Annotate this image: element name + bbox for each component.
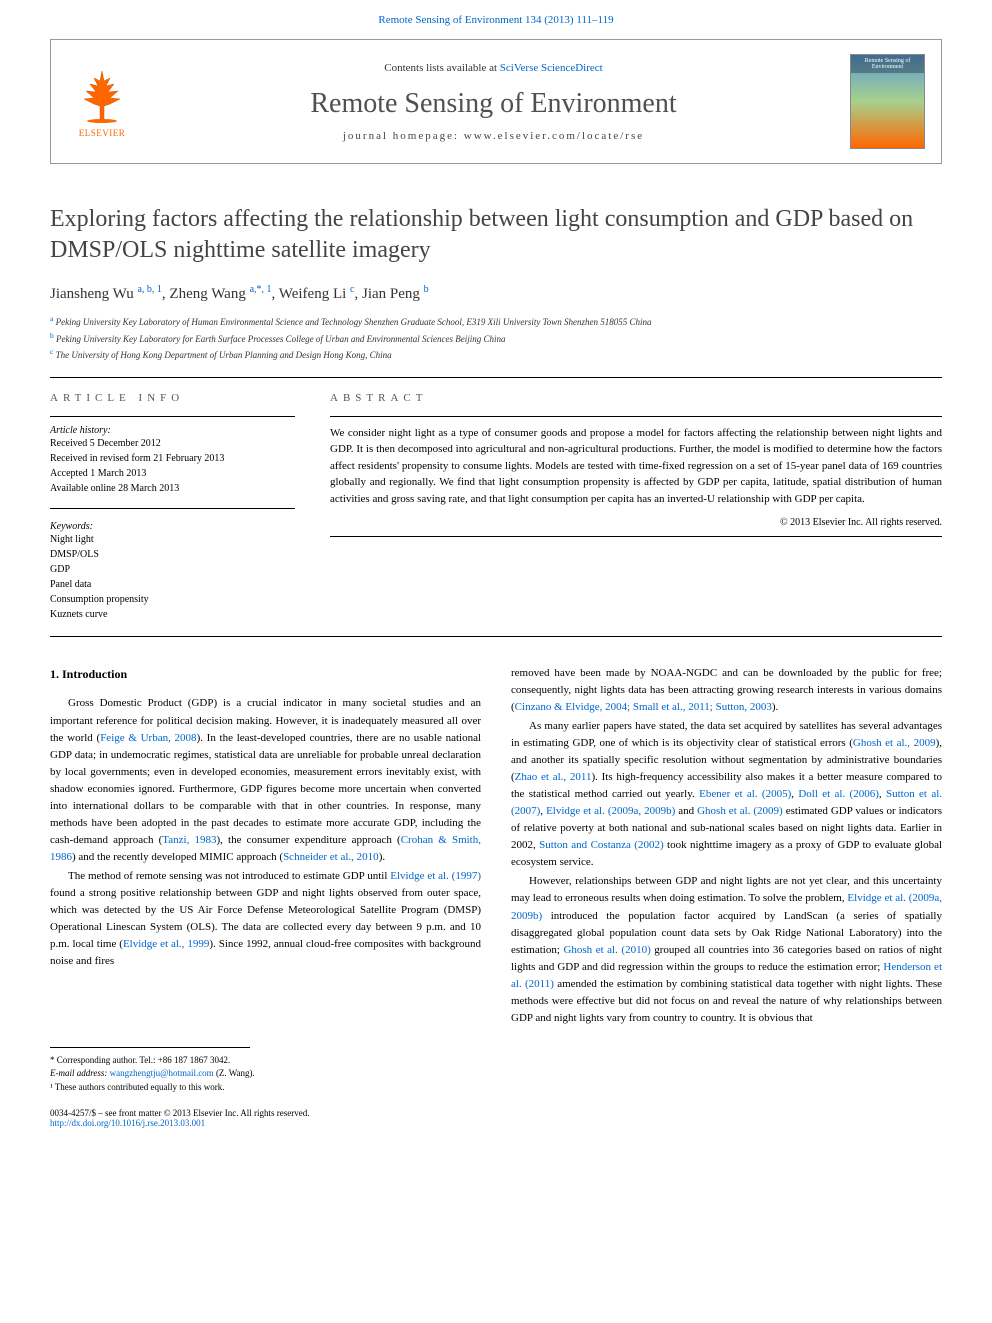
keyword: Panel data — [50, 577, 295, 592]
article-history: Received 5 December 2012 Received in rev… — [50, 436, 295, 496]
sciencedirect-link[interactable]: SciVerse ScienceDirect — [500, 62, 603, 74]
article-title: Exploring factors affecting the relation… — [50, 204, 942, 266]
bottom-section: 0034-4257/$ – see front matter © 2013 El… — [50, 1108, 942, 1128]
abstract-header: ABSTRACT — [330, 392, 942, 404]
affiliation: Peking University Key Laboratory for Ear… — [56, 334, 506, 344]
body-paragraph: removed have been made by NOAA-NGDC and … — [511, 665, 942, 716]
citation-link[interactable]: Feige & Urban, 2008 — [100, 732, 196, 744]
corresponding-author: * Corresponding author. Tel.: +86 187 18… — [50, 1054, 942, 1068]
elsevier-label: ELSEVIER — [79, 128, 126, 138]
journal-homepage: journal homepage: www.elsevier.com/locat… — [137, 130, 850, 142]
citation-link[interactable]: Elvidge et al. (2009a, 2009b) — [546, 805, 675, 817]
info-divider — [50, 508, 295, 509]
body-paragraph: However, relationships between GDP and n… — [511, 873, 942, 1026]
article-info: ARTICLE INFO Article history: Received 5… — [50, 392, 295, 622]
copyright: © 2013 Elsevier Inc. All rights reserved… — [330, 517, 942, 528]
abstract-divider — [330, 536, 942, 537]
citation-link[interactable]: Tanzi, 1983 — [162, 834, 216, 846]
author[interactable]: Zheng Wang — [169, 286, 245, 302]
citation-link[interactable]: Schneider et al., 2010 — [283, 851, 379, 863]
info-divider — [50, 416, 295, 417]
intro-heading: 1. Introduction — [50, 665, 481, 684]
abstract-divider — [330, 416, 942, 417]
email-link[interactable]: wangzhengtju@hotmail.com — [110, 1068, 214, 1078]
history-label: Article history: — [50, 425, 295, 436]
history-item: Accepted 1 March 2013 — [50, 466, 295, 481]
citation-link[interactable]: Zhao et al., 2011 — [515, 771, 592, 783]
keywords-list: Night light DMSP/OLS GDP Panel data Cons… — [50, 532, 295, 622]
keyword: Consumption propensity — [50, 592, 295, 607]
citation-link[interactable]: Sutton and Costanza (2002) — [539, 839, 663, 851]
journal-name: Remote Sensing of Environment — [137, 88, 850, 120]
body-columns: 1. Introduction Gross Domestic Product (… — [50, 665, 942, 1029]
authors-line: Jiansheng Wu a, b, 1, Zheng Wang a,*, 1,… — [50, 284, 942, 303]
abstract-section: ABSTRACT We consider night light as a ty… — [330, 392, 942, 622]
author[interactable]: Jian Peng — [362, 286, 420, 302]
contents-line: Contents lists available at SciVerse Sci… — [137, 62, 850, 74]
contribution-note: ¹ These authors contributed equally to t… — [50, 1081, 942, 1095]
keyword: Kuznets curve — [50, 607, 295, 622]
body-paragraph: As many earlier papers have stated, the … — [511, 718, 942, 871]
citation-link[interactable]: Cinzano & Elvidge, 2004; Small et al., 2… — [515, 701, 772, 713]
author[interactable]: Jiansheng Wu — [50, 286, 134, 302]
page-header: Remote Sensing of Environment 134 (2013)… — [0, 0, 992, 31]
homepage-url[interactable]: www.elsevier.com/locate/rse — [464, 130, 644, 142]
affiliations: a Peking University Key Laboratory of Hu… — [50, 313, 942, 363]
footer-notes: * Corresponding author. Tel.: +86 187 18… — [50, 1054, 942, 1095]
abstract-text: We consider night light as a type of con… — [330, 425, 942, 508]
cover-title: Remote Sensing of Environment — [851, 55, 924, 73]
keywords-label: Keywords: — [50, 521, 295, 532]
keyword: Night light — [50, 532, 295, 547]
journal-cover[interactable]: Remote Sensing of Environment — [850, 54, 925, 149]
history-item: Received in revised form 21 February 201… — [50, 451, 295, 466]
citation-link[interactable]: Ebener et al. (2005) — [699, 788, 791, 800]
journal-info: Contents lists available at SciVerse Sci… — [137, 62, 850, 142]
history-item: Available online 28 March 2013 — [50, 481, 295, 496]
doi-link[interactable]: http://dx.doi.org/10.1016/j.rse.2013.03.… — [50, 1118, 205, 1128]
body-paragraph: The method of remote sensing was not int… — [50, 868, 481, 970]
author[interactable]: Weifeng Li — [279, 286, 347, 302]
journal-banner: ELSEVIER Contents lists available at Sci… — [50, 39, 942, 164]
info-abstract-row: ARTICLE INFO Article history: Received 5… — [50, 392, 942, 622]
citation-link[interactable]: Ghosh et al., 2009 — [853, 737, 936, 749]
article-info-header: ARTICLE INFO — [50, 392, 295, 404]
elsevier-tree-icon — [72, 66, 132, 126]
elsevier-logo[interactable]: ELSEVIER — [67, 62, 137, 142]
right-column: removed have been made by NOAA-NGDC and … — [511, 665, 942, 1029]
history-item: Received 5 December 2012 — [50, 436, 295, 451]
citation-link[interactable]: Elvidge et al. (1997) — [390, 870, 481, 882]
citation-header[interactable]: Remote Sensing of Environment 134 (2013)… — [378, 14, 613, 26]
citation-link[interactable]: Ghosh et al. (2010) — [563, 944, 650, 956]
keyword: DMSP/OLS — [50, 547, 295, 562]
issn-line: 0034-4257/$ – see front matter © 2013 El… — [50, 1108, 310, 1118]
citation-link[interactable]: Elvidge et al., 1999 — [123, 938, 209, 950]
affiliation: Peking University Key Laboratory of Huma… — [56, 317, 652, 327]
footer-divider — [50, 1047, 250, 1048]
citation-link[interactable]: Ghosh et al. (2009) — [697, 805, 783, 817]
affiliation: The University of Hong Kong Department o… — [56, 350, 392, 360]
left-column: 1. Introduction Gross Domestic Product (… — [50, 665, 481, 1029]
keyword: GDP — [50, 562, 295, 577]
body-paragraph: Gross Domestic Product (GDP) is a crucia… — [50, 695, 481, 865]
section-divider — [50, 636, 942, 637]
citation-link[interactable]: Doll et al. (2006) — [798, 788, 879, 800]
section-divider — [50, 377, 942, 378]
